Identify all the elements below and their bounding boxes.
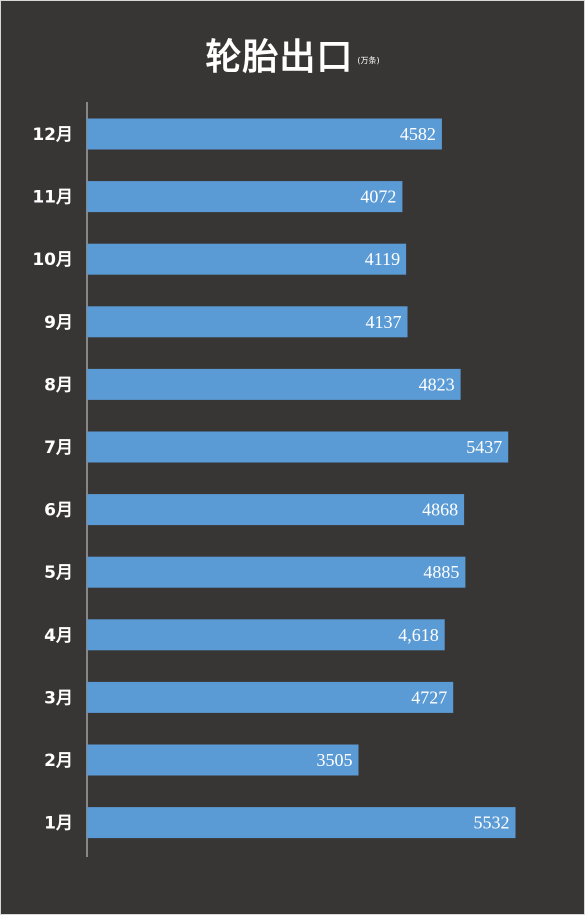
bar-10 [87, 681, 454, 713]
category-label-2: 11月 [32, 188, 73, 208]
value-label-1: 4582 [400, 124, 436, 144]
value-label-11: 3505 [317, 750, 353, 770]
category-label-4: 9月 [44, 313, 73, 333]
category-label-12: 1月 [44, 814, 73, 834]
bar-4 [87, 306, 408, 338]
category-label-11: 2月 [44, 751, 73, 771]
bar-11 [87, 744, 359, 776]
bar-2 [87, 181, 403, 213]
value-label-4: 4137 [366, 312, 402, 332]
value-label-10: 4727 [411, 687, 447, 707]
chart-header: 轮胎出口 (万条) [0, 28, 585, 80]
value-label-7: 4868 [422, 500, 458, 520]
value-label-6: 5437 [466, 437, 502, 457]
value-label-8: 4885 [423, 562, 459, 582]
value-label-3: 4119 [365, 249, 400, 269]
bar-6 [87, 431, 509, 463]
category-label-6: 7月 [44, 438, 73, 458]
chart-unit: (万条) [357, 56, 380, 65]
category-label-5: 8月 [44, 375, 73, 395]
category-label-9: 4月 [44, 626, 73, 646]
bar-1 [87, 118, 442, 150]
category-label-7: 6月 [44, 501, 73, 521]
category-label-1: 12月 [32, 125, 73, 145]
value-label-12: 5532 [474, 813, 510, 833]
value-label-9: 4,618 [398, 625, 439, 645]
bar-5 [87, 368, 461, 400]
value-label-2: 4072 [360, 187, 396, 207]
category-label-8: 5月 [44, 563, 73, 583]
bar-8 [87, 556, 466, 588]
bar-3 [87, 243, 407, 275]
value-label-5: 4823 [419, 374, 455, 394]
category-label-10: 3月 [44, 688, 73, 708]
bar-7 [87, 494, 465, 526]
bar-12 [87, 807, 516, 839]
chart-title: 轮胎出口 [205, 37, 354, 78]
bar-9 [87, 619, 445, 651]
category-label-3: 10月 [32, 250, 73, 270]
